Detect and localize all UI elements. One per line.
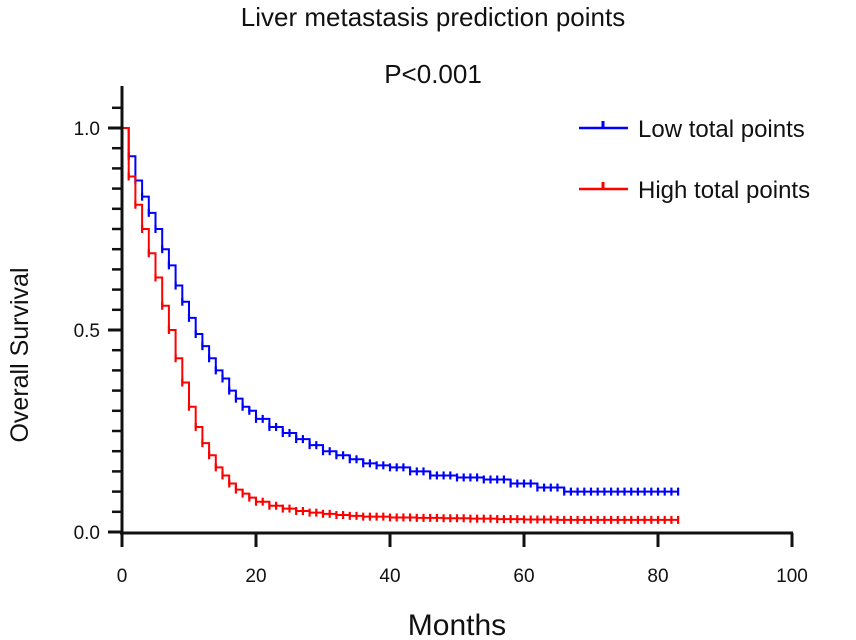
x-tick-label: 20	[245, 566, 266, 587]
x-tick-label: 60	[513, 566, 534, 587]
x-tick-label: 0	[117, 566, 128, 587]
chart-title: Liver metastasis prediction points	[241, 2, 625, 32]
y-tick-label: 1.0	[74, 119, 100, 140]
plot-area	[122, 127, 680, 524]
y-axis-label: Overall Survival	[6, 267, 34, 442]
x-ticks: 0 20 40 60 80 100	[117, 533, 808, 587]
chart-subtitle: P<0.001	[384, 59, 482, 89]
x-tick-label: 100	[776, 566, 808, 587]
legend-label: High total points	[638, 177, 810, 204]
x-tick-label: 80	[647, 566, 668, 587]
x-tick-label: 40	[379, 566, 400, 587]
y-tick-label: 0.0	[74, 523, 100, 544]
series-low	[122, 127, 680, 496]
y-ticks: 0.0 0.5 1.0	[74, 106, 122, 544]
legend: Low total points High total points	[579, 116, 810, 204]
survival-curve	[122, 127, 679, 493]
x-axis-label: Months	[408, 609, 506, 640]
legend-label: Low total points	[638, 116, 805, 143]
survival-curve	[122, 127, 679, 521]
series-high	[122, 127, 680, 524]
y-tick-label: 0.5	[74, 321, 100, 342]
